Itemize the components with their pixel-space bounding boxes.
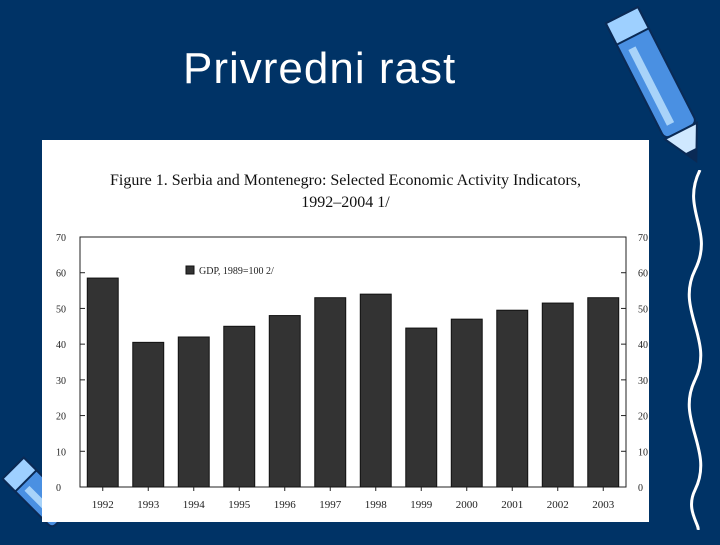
bar — [86, 277, 119, 488]
y-tick-label-right: 50 — [638, 304, 648, 315]
chart-svg: 0 0 10 10 20 20 30 30 40 40 50 50 60 60 70 70 1992 1993 19… — [56, 233, 648, 511]
chart-title: Figure 1. Serbia and Montenegro: Selecte… — [42, 170, 649, 214]
y-tick-label-left: 30 — [56, 376, 66, 387]
x-tick-label: 1996 — [274, 499, 297, 511]
bar — [314, 297, 347, 488]
pencil-icon — [604, 5, 698, 164]
y-tick-label-left: 0 — [56, 483, 61, 494]
bar — [132, 341, 165, 488]
chart-title-line2: 1992–2004 1/ — [301, 194, 390, 211]
x-tick-label: 1993 — [137, 499, 160, 511]
bar — [223, 325, 256, 488]
y-tick-label-right: 10 — [638, 447, 648, 458]
bar — [268, 315, 301, 488]
x-tick-label: 2000 — [456, 499, 479, 511]
bar — [541, 302, 574, 488]
y-tick-label-left: 10 — [56, 447, 66, 458]
legend-swatch — [185, 265, 195, 275]
y-tick-label-left: 40 — [56, 340, 66, 351]
y-tick-label-left: 20 — [56, 412, 66, 423]
bar — [405, 327, 438, 488]
y-tick-label-right: 0 — [638, 483, 643, 494]
x-tick-label: 2002 — [547, 499, 569, 511]
y-tick-label-right: 40 — [638, 340, 648, 351]
legend-label: GDP, 1989=100 2/ — [199, 266, 274, 277]
bar — [359, 293, 392, 488]
x-tick-label: 1997 — [319, 499, 342, 511]
x-tick-label: 2001 — [501, 499, 523, 511]
bar — [450, 318, 483, 488]
x-tick-label: 1994 — [183, 499, 206, 511]
bar — [587, 297, 620, 488]
y-tick-label-right: 30 — [638, 376, 648, 387]
bar — [177, 336, 210, 488]
bar — [496, 309, 529, 488]
slide-title: Privredni rast — [183, 44, 457, 93]
x-tick-label: 2003 — [592, 499, 615, 511]
y-tick-label-right: 60 — [638, 269, 648, 280]
x-tick-label: 1999 — [410, 499, 433, 511]
plot-frame — [79, 236, 627, 488]
squiggle-decoration — [687, 170, 703, 530]
chart-panel: Figure 1. Serbia and Montenegro: Selecte… — [42, 140, 649, 522]
y-tick-label-left: 60 — [56, 269, 66, 280]
y-tick-label-right: 20 — [638, 412, 648, 423]
y-tick-label-left: 70 — [56, 233, 66, 244]
y-tick-label-right: 70 — [638, 233, 648, 244]
x-tick-label: 1995 — [228, 499, 251, 511]
x-tick-label: 1998 — [365, 499, 388, 511]
y-tick-label-left: 50 — [56, 304, 66, 315]
x-tick-label: 1992 — [92, 499, 114, 511]
chart-title-line1: Figure 1. Serbia and Montenegro: Selecte… — [110, 172, 581, 189]
